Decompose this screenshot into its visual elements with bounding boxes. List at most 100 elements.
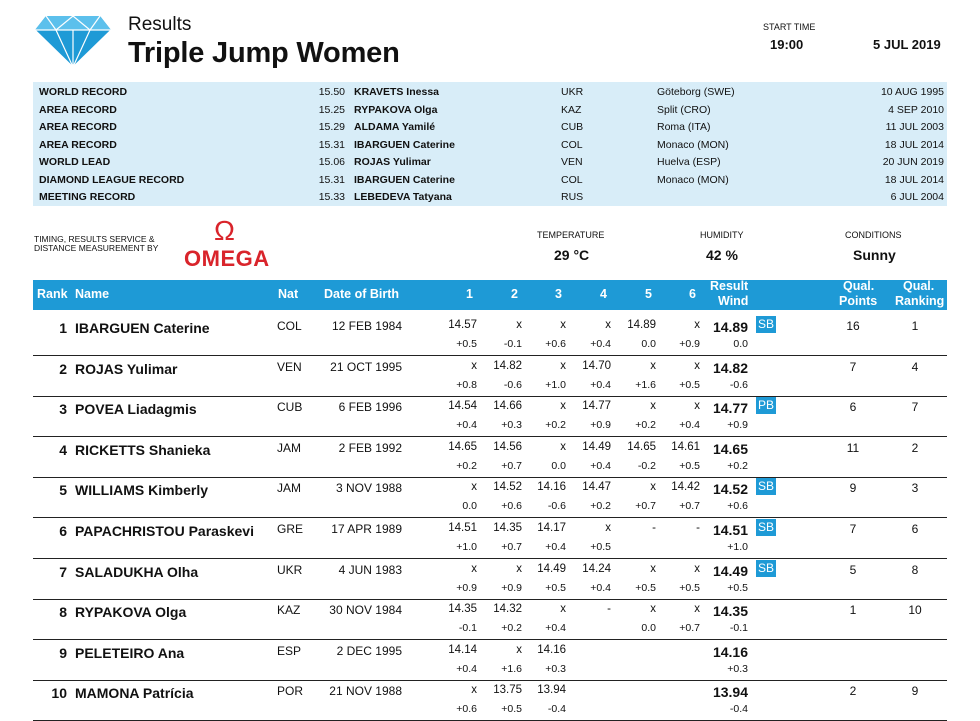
result-mark: 14.89 bbox=[712, 319, 748, 335]
athlete-dob: 21 OCT 1995 bbox=[330, 359, 402, 374]
result-wind: -0.6 bbox=[729, 378, 748, 391]
athlete-name: ROJAS Yulimar bbox=[75, 360, 178, 377]
attempt-4: - bbox=[607, 603, 611, 616]
col-nat: Nat bbox=[278, 287, 299, 301]
attempt-4: x bbox=[605, 319, 611, 331]
result-row: 5 WILLIAMS Kimberly JAM 3 NOV 1988 x 0.0 14.52… bbox=[33, 476, 947, 519]
result-row: 3 POVEA Liadagmis CUB 6 FEB 1996 14.54 +0.4 14… bbox=[33, 395, 947, 438]
attempt-2: 14.32 bbox=[493, 603, 522, 616]
attempt-1: x bbox=[471, 481, 477, 494]
attempt-2-wind: +0.2 bbox=[501, 622, 522, 635]
record-row: WORLD LEAD 15.06 ROJAS Yulimar VEN Huelva (E… bbox=[33, 154, 947, 172]
record-nat: CUB bbox=[561, 121, 584, 133]
athlete-dob: 6 FEB 1996 bbox=[338, 400, 402, 415]
result-row: 10 MAMONA Patrícia POR 21 NOV 1988 x +0.6 13.7… bbox=[33, 679, 947, 721]
record-venue: Roma (ITA) bbox=[657, 121, 711, 133]
record-row: MEETING RECORD 15.33 LEBEDEVA Tatyana RUS 6 … bbox=[33, 189, 947, 207]
start-time-label: START TIME bbox=[763, 22, 816, 32]
record-row: AREA RECORD 15.31 IBARGUEN Caterine COL Mona… bbox=[33, 137, 947, 155]
attempt-2-wind: +0.6 bbox=[501, 500, 522, 513]
attempt-1: 14.35 bbox=[448, 603, 477, 616]
record-venue: Monaco (MON) bbox=[657, 138, 729, 151]
col-attempt-5: 5 bbox=[645, 287, 652, 301]
timing-credit: TIMING, RESULTS SERVICE & DISTANCE MEASU… bbox=[34, 235, 158, 253]
record-mark: 15.29 bbox=[318, 121, 345, 133]
record-badge: PB bbox=[756, 397, 777, 415]
qual-points: 7 bbox=[849, 359, 857, 374]
attempt-5: x bbox=[650, 562, 656, 575]
result-wind: 0.0 bbox=[733, 338, 748, 350]
qual-ranking: 9 bbox=[911, 684, 919, 699]
qual-points: 9 bbox=[849, 481, 857, 496]
attempt-5-wind: +0.7 bbox=[635, 500, 656, 513]
attempt-1: x bbox=[471, 562, 477, 575]
record-venue: Monaco (MON) bbox=[657, 173, 729, 186]
athlete-dob: 2 DEC 1995 bbox=[336, 643, 402, 658]
athlete-rank: 9 bbox=[59, 644, 67, 661]
attempt-5: x bbox=[650, 359, 656, 372]
result-wind: +0.6 bbox=[727, 500, 748, 513]
humidity-value: 42 % bbox=[706, 247, 738, 263]
attempt-1: 14.14 bbox=[448, 643, 477, 656]
attempt-2-wind: -0.6 bbox=[503, 378, 522, 391]
result-row: 1 IBARGUEN Caterine COL 12 FEB 1984 14.57 +0.… bbox=[33, 314, 947, 356]
attempt-2: 14.56 bbox=[493, 440, 522, 453]
record-badge: SB bbox=[756, 316, 777, 333]
athlete-nat: GRE bbox=[277, 522, 304, 536]
attempt-1: 14.57 bbox=[448, 319, 477, 331]
record-nat: VEN bbox=[561, 156, 583, 168]
attempt-4-wind: +0.2 bbox=[590, 500, 611, 513]
qual-ranking: 4 bbox=[911, 359, 919, 374]
athlete-rank: 5 bbox=[59, 482, 67, 499]
result-mark: 14.65 bbox=[712, 440, 748, 457]
attempt-1-wind: +0.2 bbox=[456, 459, 477, 472]
record-mark: 15.25 bbox=[318, 103, 345, 116]
attempt-2: x bbox=[516, 562, 522, 575]
attempt-4-wind: +0.5 bbox=[590, 541, 611, 553]
athlete-nat: KAZ bbox=[277, 603, 301, 618]
qual-points: 11 bbox=[846, 440, 860, 455]
attempt-1-wind: 0.0 bbox=[462, 500, 477, 513]
athlete-name: WILLIAMS Kimberly bbox=[75, 482, 209, 499]
col-wind: Wind bbox=[718, 294, 749, 308]
attempt-6: - bbox=[696, 522, 700, 534]
attempt-1-wind: +0.5 bbox=[456, 338, 477, 350]
attempt-4-wind: +0.4 bbox=[590, 459, 611, 472]
qual-points: 2 bbox=[849, 684, 857, 699]
athlete-rank: 4 bbox=[59, 441, 67, 458]
qual-ranking: 3 bbox=[911, 481, 919, 496]
result-row: 8 RYPAKOVA Olga KAZ 30 NOV 1984 14.35 -0.1 14.… bbox=[33, 598, 947, 641]
attempt-2-wind: +0.7 bbox=[501, 541, 522, 553]
athlete-nat: JAM bbox=[277, 481, 301, 496]
attempt-6: 14.42 bbox=[671, 481, 700, 494]
record-athlete: IBARGUEN Caterine bbox=[354, 173, 455, 186]
athlete-dob: 4 JUN 1983 bbox=[338, 562, 402, 577]
record-venue: Split (CRO) bbox=[657, 103, 711, 116]
attempt-6: x bbox=[694, 603, 700, 616]
attempt-1: 14.51 bbox=[448, 522, 477, 534]
qual-points: 16 bbox=[846, 319, 860, 333]
col-dob: Date of Birth bbox=[324, 287, 399, 301]
col-attempt-4: 4 bbox=[600, 287, 607, 301]
record-date: 20 JUN 2019 bbox=[882, 156, 944, 168]
qual-ranking: 7 bbox=[911, 400, 919, 415]
athlete-name: RICKETTS Shanieka bbox=[75, 441, 211, 458]
attempt-5: x bbox=[650, 481, 656, 494]
attempt-2: 13.75 bbox=[493, 684, 522, 697]
attempt-2-wind: +0.5 bbox=[501, 703, 522, 716]
col-attempt-6: 6 bbox=[689, 287, 696, 301]
attempt-5: x bbox=[650, 400, 656, 413]
event-date: 5 JUL 2019 bbox=[873, 37, 941, 52]
record-row: WORLD RECORD 15.50 KRAVETS Inessa UKR Götebo… bbox=[33, 84, 947, 102]
attempt-6: 14.61 bbox=[671, 440, 700, 453]
record-nat: RUS bbox=[561, 191, 584, 203]
record-name: AREA RECORD bbox=[39, 121, 117, 133]
attempt-3: x bbox=[560, 400, 566, 413]
attempt-4-wind: +0.4 bbox=[590, 338, 611, 350]
qual-points: 6 bbox=[849, 400, 857, 415]
attempt-5: - bbox=[652, 522, 656, 534]
athlete-nat: VEN bbox=[277, 359, 302, 374]
attempt-3: 14.16 bbox=[537, 643, 566, 656]
attempt-1-wind: +0.9 bbox=[456, 581, 477, 594]
result-wind: +1.0 bbox=[727, 541, 748, 553]
